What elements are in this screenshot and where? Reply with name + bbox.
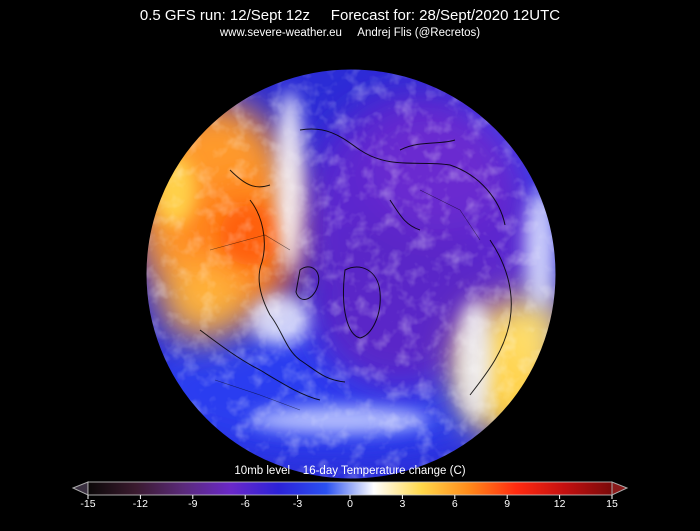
colorbar-tick-label: -6	[240, 498, 250, 510]
colorbar-tick-label: 9	[504, 498, 511, 510]
colorbar-gradient	[87, 481, 613, 496]
colorbar-tick-label: 3	[399, 498, 406, 510]
colorbar-left-arrow	[71, 481, 89, 496]
temperature-field	[146, 69, 556, 479]
colorbar-tick-label: -9	[188, 498, 198, 510]
colorbar-tick-label: 0	[347, 498, 353, 510]
map-subtitle: www.severe-weather.eu Andrej Flis (@Recr…	[219, 27, 481, 39]
colorbar-tick-label: 6	[451, 498, 458, 510]
colorbar-tick-label: 15	[606, 498, 618, 510]
colorbar-tick-label: -15	[80, 498, 96, 510]
colorbar-tick-label: 12	[553, 498, 566, 510]
map-title: 0.5 GFS run: 12/Sept 12z Forecast for: 2…	[139, 7, 561, 24]
colorbar-right-arrow	[611, 481, 629, 496]
colorbar-tick-label: -12	[132, 498, 148, 510]
colorbar-tick-label: -3	[292, 498, 303, 510]
colorbar-title: 10mb level 16-day Temperature change (C)	[234, 465, 466, 477]
